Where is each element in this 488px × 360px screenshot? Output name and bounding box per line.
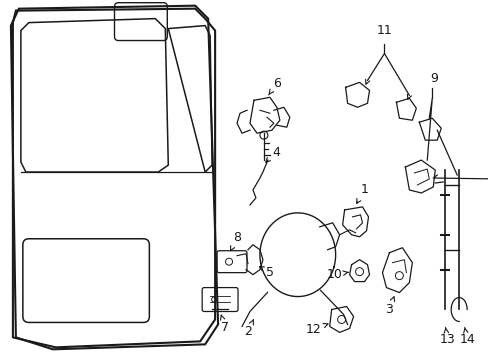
Text: 1: 1 bbox=[356, 184, 368, 203]
Text: 2: 2 bbox=[244, 320, 253, 338]
Text: 8: 8 bbox=[230, 231, 241, 251]
Text: 9: 9 bbox=[429, 72, 437, 85]
Text: 10: 10 bbox=[326, 268, 347, 281]
Text: 13: 13 bbox=[438, 327, 454, 346]
Text: 5: 5 bbox=[259, 266, 273, 279]
Text: 3: 3 bbox=[385, 297, 394, 316]
Text: 4: 4 bbox=[265, 145, 279, 162]
Text: 14: 14 bbox=[458, 327, 474, 346]
Text: 12: 12 bbox=[305, 323, 327, 336]
Text: 11: 11 bbox=[376, 24, 391, 37]
Text: 6: 6 bbox=[268, 77, 280, 95]
Text: 7: 7 bbox=[220, 315, 228, 334]
